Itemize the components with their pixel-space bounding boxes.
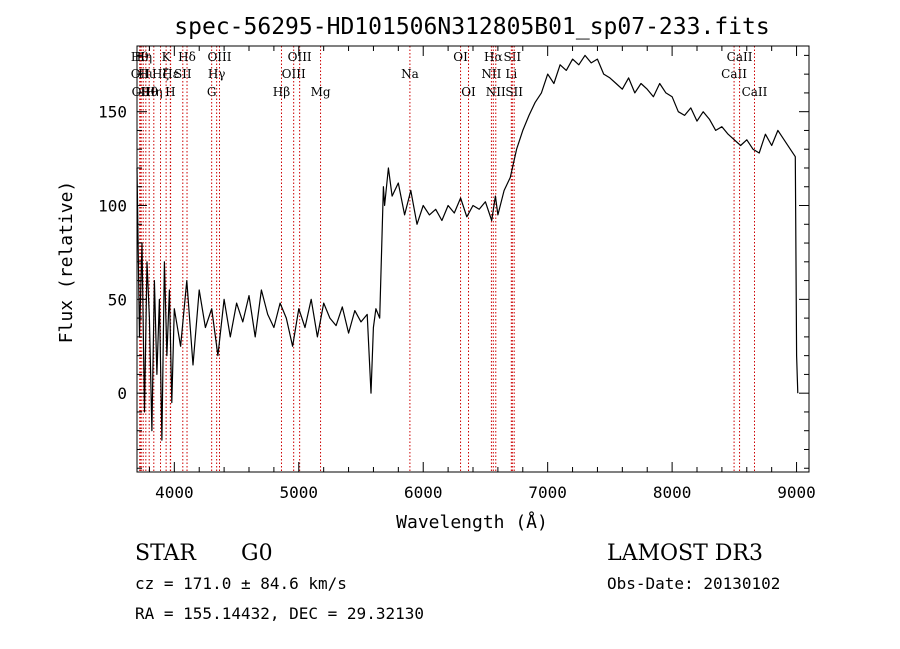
line-label-0: Hθ: [131, 50, 149, 64]
coordinates: RA = 155.14432, DEC = 29.32130: [135, 604, 424, 623]
y-axis-label: Flux (relative): [56, 181, 77, 344]
line-label-14: Hγ: [208, 67, 226, 81]
line-label-18: OIII: [288, 50, 312, 64]
redshift-cz: cz = 171.0 ± 84.6 km/s: [135, 574, 347, 593]
line-label-11: SII: [174, 67, 192, 81]
x-tick-label-5000: 5000: [280, 483, 319, 502]
line-label-12: Hδ: [178, 50, 196, 64]
survey-name: LAMOST DR3: [607, 541, 763, 566]
line-label-23: NII: [481, 67, 501, 81]
line-label-29: CaII: [721, 67, 747, 81]
line-label-10: Hε: [162, 67, 179, 81]
line-label-15: OIII: [207, 50, 231, 64]
line-label-4: Hι: [138, 67, 153, 81]
x-axis-label: Wavelength (Å): [396, 511, 548, 533]
emission-line-markers: HθOIIOIIHηHιHθHηHζKHHεSIIHδGHγOIIIHβOIII…: [131, 46, 768, 472]
x-tick-label-9000: 9000: [777, 483, 816, 502]
line-label-8: K: [162, 50, 172, 64]
line-label-3: Hη: [134, 50, 152, 64]
spectrum-line: [136, 54, 799, 441]
line-label-24: Hα: [484, 50, 503, 64]
x-tick-label-4000: 4000: [155, 483, 194, 502]
line-label-17: OIII: [282, 67, 306, 81]
object-class: STAR: [135, 541, 196, 566]
line-label-25: NII: [486, 85, 506, 99]
line-label-7: Hζ: [152, 67, 169, 81]
line-label-30: CaII: [727, 50, 753, 64]
y-tick-label-150: 150: [98, 103, 127, 122]
line-label-19: Mg: [311, 85, 331, 99]
x-tick-label-6000: 6000: [404, 483, 443, 502]
line-label-22: OI: [461, 85, 476, 99]
observation-date: Obs-Date: 20130102: [607, 574, 781, 593]
line-label-21: OI: [453, 50, 468, 64]
y-tick-label-100: 100: [98, 197, 127, 216]
x-tick-label-8000: 8000: [653, 483, 692, 502]
chart-title: spec-56295-HD101506N312805B01_sp07-233.f…: [174, 14, 769, 40]
line-label-27: SII: [503, 50, 521, 64]
line-label-20: Na: [401, 67, 419, 81]
y-tick-label-50: 50: [108, 290, 127, 309]
line-label-16: Hβ: [273, 85, 290, 99]
plot-frame: [136, 45, 810, 473]
y-tick-label-0: 0: [117, 384, 127, 403]
line-label-6: Hη: [145, 85, 163, 99]
spectrum-series: [136, 54, 799, 441]
line-label-28: SII: [505, 85, 523, 99]
x-tick-label-7000: 7000: [528, 483, 567, 502]
line-label-13: G: [207, 85, 217, 99]
axes: 4000 5000 6000 7000 8000 9000 0 50 100 150: [98, 45, 816, 502]
line-label-26: Li: [505, 67, 517, 81]
line-label-31: CaII: [742, 85, 768, 99]
object-subclass: G0: [241, 541, 273, 566]
